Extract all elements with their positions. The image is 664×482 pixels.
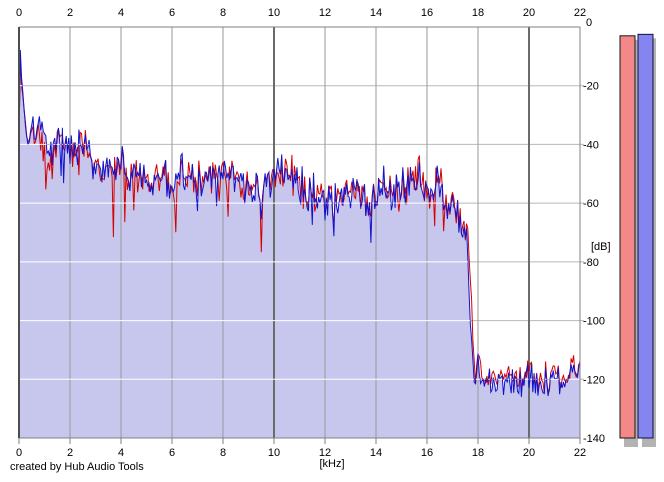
blue-spectrum-trace: [18, 49, 581, 398]
x-tick-label-bottom: 22: [574, 447, 586, 459]
x-tick-label-bottom: 0: [16, 447, 22, 459]
credit-text: created by Hub Audio Tools: [10, 461, 144, 473]
y-tick-label: -80: [583, 257, 599, 269]
x-tick-label-top: 18: [472, 7, 484, 19]
x-tick-label-bottom: 4: [118, 447, 124, 459]
right-level-meter: [637, 33, 654, 439]
x-tick-label-top: 14: [370, 7, 382, 19]
x-tick-label-bottom: 14: [370, 447, 382, 459]
y-tick-label: 0: [586, 17, 592, 29]
red-spectrum-trace: [18, 59, 581, 394]
x-tick-label-top: 8: [220, 7, 226, 19]
level-meters: [619, 33, 656, 448]
y-tick-label: -100: [583, 316, 605, 328]
y-tick-label: -20: [583, 81, 599, 93]
x-tick-label-top: 0: [16, 7, 22, 19]
x-tick-label-bottom: 6: [169, 447, 175, 459]
spectrum-fill-area: [19, 50, 580, 438]
x-tick-label-bottom: 8: [220, 447, 226, 459]
x-tick-label-top: 2: [67, 7, 73, 19]
x-tick-label-bottom: 16: [421, 447, 433, 459]
left-level-meter: [619, 35, 636, 439]
x-tick-label-bottom: 2: [67, 447, 73, 459]
x-tick-label-top: 10: [268, 7, 280, 19]
x-tick-label-top: 6: [169, 7, 175, 19]
x-tick-label-top: 12: [319, 7, 331, 19]
x-tick-label-top: 20: [523, 7, 535, 19]
y-tick-label: -120: [583, 374, 605, 386]
x-tick-label-bottom: 18: [472, 447, 484, 459]
y-axis-unit-label: [dB]: [591, 241, 611, 253]
y-tick-label: -140: [583, 433, 605, 445]
y-tick-label: -40: [583, 139, 599, 151]
x-tick-label-top: 22: [574, 7, 586, 19]
axis-tick-labels: 002244668810101212141416161818202022220-…: [16, 7, 605, 459]
vertical-gridlines: [69, 27, 530, 438]
x-axis-unit-label: [kHz]: [319, 458, 345, 470]
x-tick-label-bottom: 20: [523, 447, 535, 459]
plot-frame: [18, 26, 581, 444]
y-tick-label: -60: [583, 198, 599, 210]
x-tick-label-bottom: 10: [268, 447, 280, 459]
x-tick-label-top: 16: [421, 7, 433, 19]
x-tick-label-top: 4: [118, 7, 124, 19]
x-tick-label-bottom: 12: [319, 447, 331, 459]
